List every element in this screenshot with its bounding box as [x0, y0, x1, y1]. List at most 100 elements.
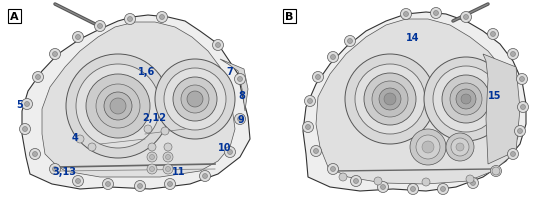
- Circle shape: [339, 173, 347, 181]
- Circle shape: [234, 114, 245, 125]
- Circle shape: [400, 9, 411, 20]
- Circle shape: [520, 105, 525, 110]
- Circle shape: [228, 150, 233, 155]
- Text: B: B: [285, 12, 293, 22]
- Circle shape: [327, 52, 338, 63]
- Circle shape: [238, 117, 243, 122]
- Circle shape: [50, 164, 60, 175]
- Circle shape: [76, 135, 84, 143]
- Circle shape: [372, 82, 408, 117]
- Circle shape: [355, 65, 425, 134]
- Circle shape: [173, 78, 217, 121]
- Circle shape: [442, 76, 490, 123]
- Text: 15: 15: [488, 90, 502, 101]
- Circle shape: [166, 155, 170, 160]
- Circle shape: [456, 143, 464, 151]
- Circle shape: [491, 166, 502, 177]
- Circle shape: [470, 181, 476, 186]
- Circle shape: [460, 13, 471, 23]
- Circle shape: [106, 182, 111, 187]
- Circle shape: [147, 152, 157, 162]
- Circle shape: [25, 102, 30, 107]
- Circle shape: [86, 75, 150, 138]
- Circle shape: [410, 129, 446, 165]
- Circle shape: [150, 155, 155, 160]
- Circle shape: [168, 182, 173, 187]
- Circle shape: [234, 74, 245, 85]
- Circle shape: [166, 167, 170, 172]
- Circle shape: [451, 138, 469, 156]
- Circle shape: [456, 89, 476, 109]
- Circle shape: [187, 92, 203, 107]
- Circle shape: [128, 17, 133, 22]
- Circle shape: [510, 152, 515, 157]
- Circle shape: [75, 35, 80, 40]
- Circle shape: [468, 178, 478, 188]
- Circle shape: [181, 86, 209, 114]
- Circle shape: [238, 77, 243, 82]
- Circle shape: [331, 55, 336, 60]
- Circle shape: [416, 135, 440, 159]
- Circle shape: [450, 84, 482, 115]
- Circle shape: [95, 21, 106, 32]
- Circle shape: [73, 176, 84, 187]
- Circle shape: [464, 15, 469, 20]
- Circle shape: [216, 43, 221, 48]
- Circle shape: [518, 129, 522, 134]
- Text: 1,6: 1,6: [138, 67, 155, 77]
- Circle shape: [348, 39, 353, 44]
- Circle shape: [510, 52, 515, 57]
- Circle shape: [493, 169, 498, 174]
- Circle shape: [437, 184, 448, 195]
- Text: 7: 7: [226, 67, 233, 77]
- Circle shape: [52, 167, 58, 172]
- Circle shape: [305, 96, 316, 107]
- Circle shape: [508, 49, 519, 60]
- Circle shape: [424, 58, 508, 141]
- Circle shape: [377, 182, 388, 193]
- Circle shape: [431, 8, 442, 19]
- Circle shape: [302, 122, 313, 133]
- Circle shape: [164, 143, 172, 151]
- Circle shape: [410, 187, 415, 191]
- Circle shape: [75, 179, 80, 184]
- Circle shape: [202, 174, 207, 179]
- Text: A: A: [10, 12, 19, 22]
- Circle shape: [163, 164, 173, 174]
- Circle shape: [408, 184, 419, 195]
- Circle shape: [381, 185, 386, 189]
- Circle shape: [422, 178, 430, 186]
- Circle shape: [344, 36, 355, 47]
- Circle shape: [314, 149, 318, 154]
- Circle shape: [520, 77, 525, 82]
- Circle shape: [73, 32, 84, 43]
- Circle shape: [327, 164, 338, 175]
- Circle shape: [32, 72, 43, 83]
- Circle shape: [66, 55, 170, 158]
- Circle shape: [135, 181, 146, 191]
- Circle shape: [364, 74, 416, 125]
- Polygon shape: [220, 60, 248, 112]
- Polygon shape: [42, 23, 235, 177]
- Circle shape: [23, 127, 28, 132]
- Circle shape: [160, 15, 164, 20]
- Circle shape: [138, 184, 142, 188]
- Circle shape: [491, 32, 496, 37]
- Text: 9: 9: [238, 115, 245, 124]
- Circle shape: [88, 143, 96, 151]
- Text: 5: 5: [16, 100, 23, 109]
- Polygon shape: [316, 20, 518, 184]
- Circle shape: [374, 177, 382, 185]
- Circle shape: [446, 133, 474, 161]
- Circle shape: [307, 99, 312, 104]
- Circle shape: [487, 29, 498, 40]
- Circle shape: [311, 146, 322, 157]
- Circle shape: [200, 171, 211, 182]
- Circle shape: [461, 95, 471, 104]
- Circle shape: [150, 167, 155, 172]
- Circle shape: [466, 175, 474, 183]
- Text: 3,13: 3,13: [52, 166, 76, 176]
- Circle shape: [316, 75, 321, 80]
- Circle shape: [96, 85, 140, 128]
- Circle shape: [104, 93, 132, 120]
